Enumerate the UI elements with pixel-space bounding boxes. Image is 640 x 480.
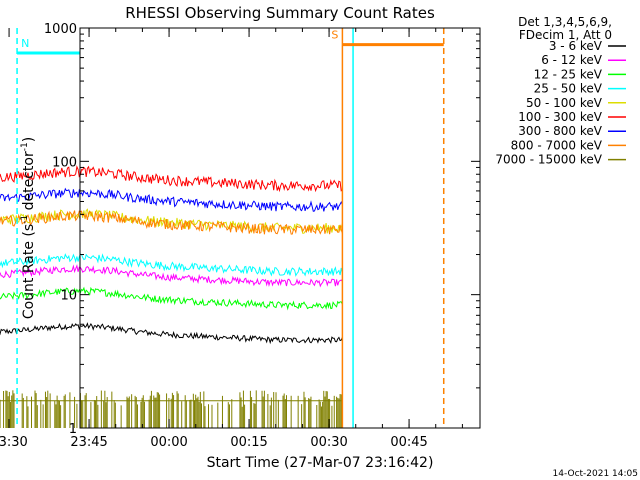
- legend-label: 800 - 7000 keV: [511, 138, 603, 152]
- x-axis: 23:30 23:45 00:00 00:15 00:30 00:45: [0, 28, 463, 450]
- y-label-end: ): [21, 137, 37, 142]
- legend-label: 3 - 6 keV: [549, 39, 603, 53]
- legend-header: FDecim 1, Att 0: [519, 28, 612, 42]
- x-tick-label: 00:30: [310, 435, 347, 450]
- legend-header: Det 1,3,4,5,6,9,: [518, 15, 612, 29]
- series-7000-15000-kev: [0, 390, 343, 428]
- series-25-50-kev: [0, 253, 343, 277]
- x-tick-label: 00:15: [230, 435, 267, 450]
- legend: Det 1,3,4,5,6,9,FDecim 1, Att 03 - 6 keV…: [495, 15, 626, 167]
- series-100-300-kev: [0, 165, 343, 193]
- y-label-sup1: -1: [20, 215, 30, 224]
- y-tick-label: 10: [60, 289, 77, 304]
- x-tick-label: 23:30: [0, 435, 28, 450]
- plot-frame: [79, 27, 481, 429]
- y-label-sup2: -1: [20, 142, 30, 151]
- series-layer: [0, 165, 343, 428]
- x-tick-label: 00:45: [390, 435, 427, 450]
- legend-label: 100 - 300 keV: [518, 110, 602, 124]
- y-tick-label: 1000: [44, 22, 77, 37]
- y-axis: 1 10 100 1000: [44, 22, 480, 437]
- series-6-12-kev: [0, 264, 343, 288]
- annotation-label: S: [331, 29, 338, 42]
- x-tick-label: 00:00: [150, 435, 187, 450]
- chart-title: RHESSI Observing Summary Count Rates: [125, 4, 435, 22]
- series-12-25-kev: [0, 286, 343, 311]
- y-tick-label: 1: [69, 422, 77, 437]
- x-axis-label: Start Time (27-Mar-07 23:16:42): [207, 455, 434, 471]
- y-tick-label: 100: [52, 155, 77, 170]
- render-timestamp: 14-Oct-2021 14:05: [553, 469, 638, 479]
- y-label-main: Count Rate (s: [21, 224, 37, 319]
- legend-label: 12 - 25 keV: [534, 67, 603, 81]
- series-800-7000-kev: [0, 210, 343, 235]
- annotation-layer: NS: [16, 28, 445, 428]
- y-label-mid: detector: [21, 151, 37, 215]
- annotation-label: N: [21, 37, 29, 50]
- legend-label: 6 - 12 keV: [541, 53, 603, 67]
- legend-label: 300 - 800 keV: [518, 124, 602, 138]
- y-axis-label: Count Rate (s-1 detector-1): [20, 137, 37, 319]
- x-tick-label: 23:45: [70, 435, 107, 450]
- series-50-100-kev: [0, 208, 343, 234]
- legend-label: 50 - 100 keV: [526, 96, 603, 110]
- series-3-6-kev: [0, 322, 343, 345]
- series-300-800-kev: [0, 187, 343, 212]
- legend-label: 7000 - 15000 keV: [495, 153, 602, 167]
- legend-label: 25 - 50 keV: [534, 82, 603, 96]
